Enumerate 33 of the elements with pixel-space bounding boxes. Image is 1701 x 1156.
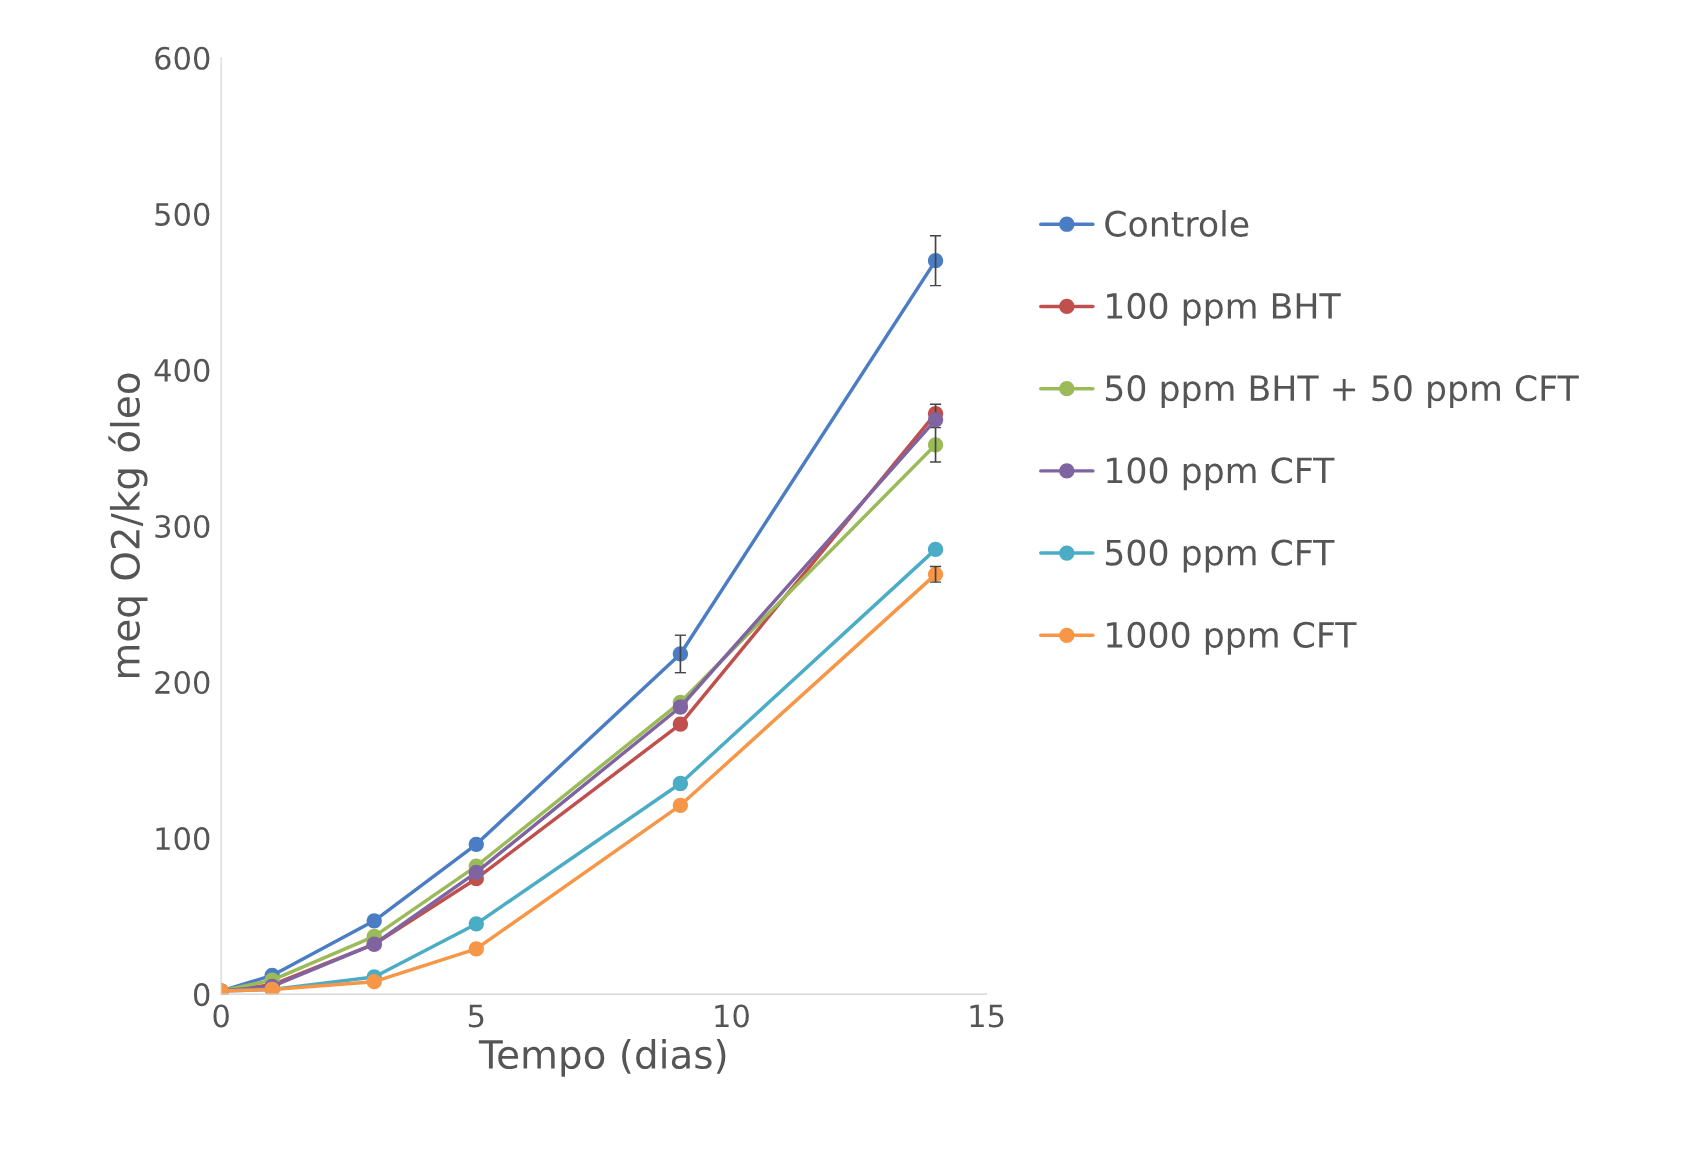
y-tick-label: 400 — [154, 358, 210, 382]
point — [672, 716, 689, 732]
y-axis-title: meq O2/kg óleo — [108, 373, 148, 678]
point — [468, 916, 484, 932]
point — [468, 941, 484, 957]
point — [927, 437, 944, 453]
y-tick-label: 0 — [193, 983, 210, 1007]
x-tick-label: 0 — [213, 1004, 229, 1028]
point — [672, 699, 689, 715]
y-tick-label: 500 — [155, 202, 210, 226]
legend-label: 50 ppm BHT + 50 ppm CFT — [1105, 375, 1579, 409]
legend-label: 500 ppm CFT — [1105, 539, 1335, 573]
y-tick-label: 200 — [155, 670, 210, 695]
y-tick-label: 600 — [155, 46, 210, 70]
x-tick-label: 5 — [468, 1004, 484, 1028]
y-tick-label: 300 — [155, 514, 210, 539]
point — [672, 775, 689, 792]
point — [366, 974, 382, 990]
x-axis-title: Tempo (dias) — [478, 1039, 726, 1077]
point — [468, 836, 484, 852]
x-tick-label: 10 — [715, 1004, 749, 1028]
point — [366, 913, 382, 929]
legend-label: 100 ppm CFT — [1107, 457, 1335, 491]
point — [927, 541, 944, 558]
point — [927, 253, 944, 269]
x-tick-label: 15 — [970, 1004, 1004, 1028]
point — [468, 864, 484, 881]
point — [672, 797, 689, 813]
point — [927, 412, 944, 428]
legend-label: 1000 ppm CFT — [1107, 621, 1357, 655]
y-tick-label: 100 — [156, 827, 210, 851]
legend-label: Controle — [1105, 210, 1249, 237]
legend-label: 100 ppm BHT — [1107, 292, 1341, 326]
